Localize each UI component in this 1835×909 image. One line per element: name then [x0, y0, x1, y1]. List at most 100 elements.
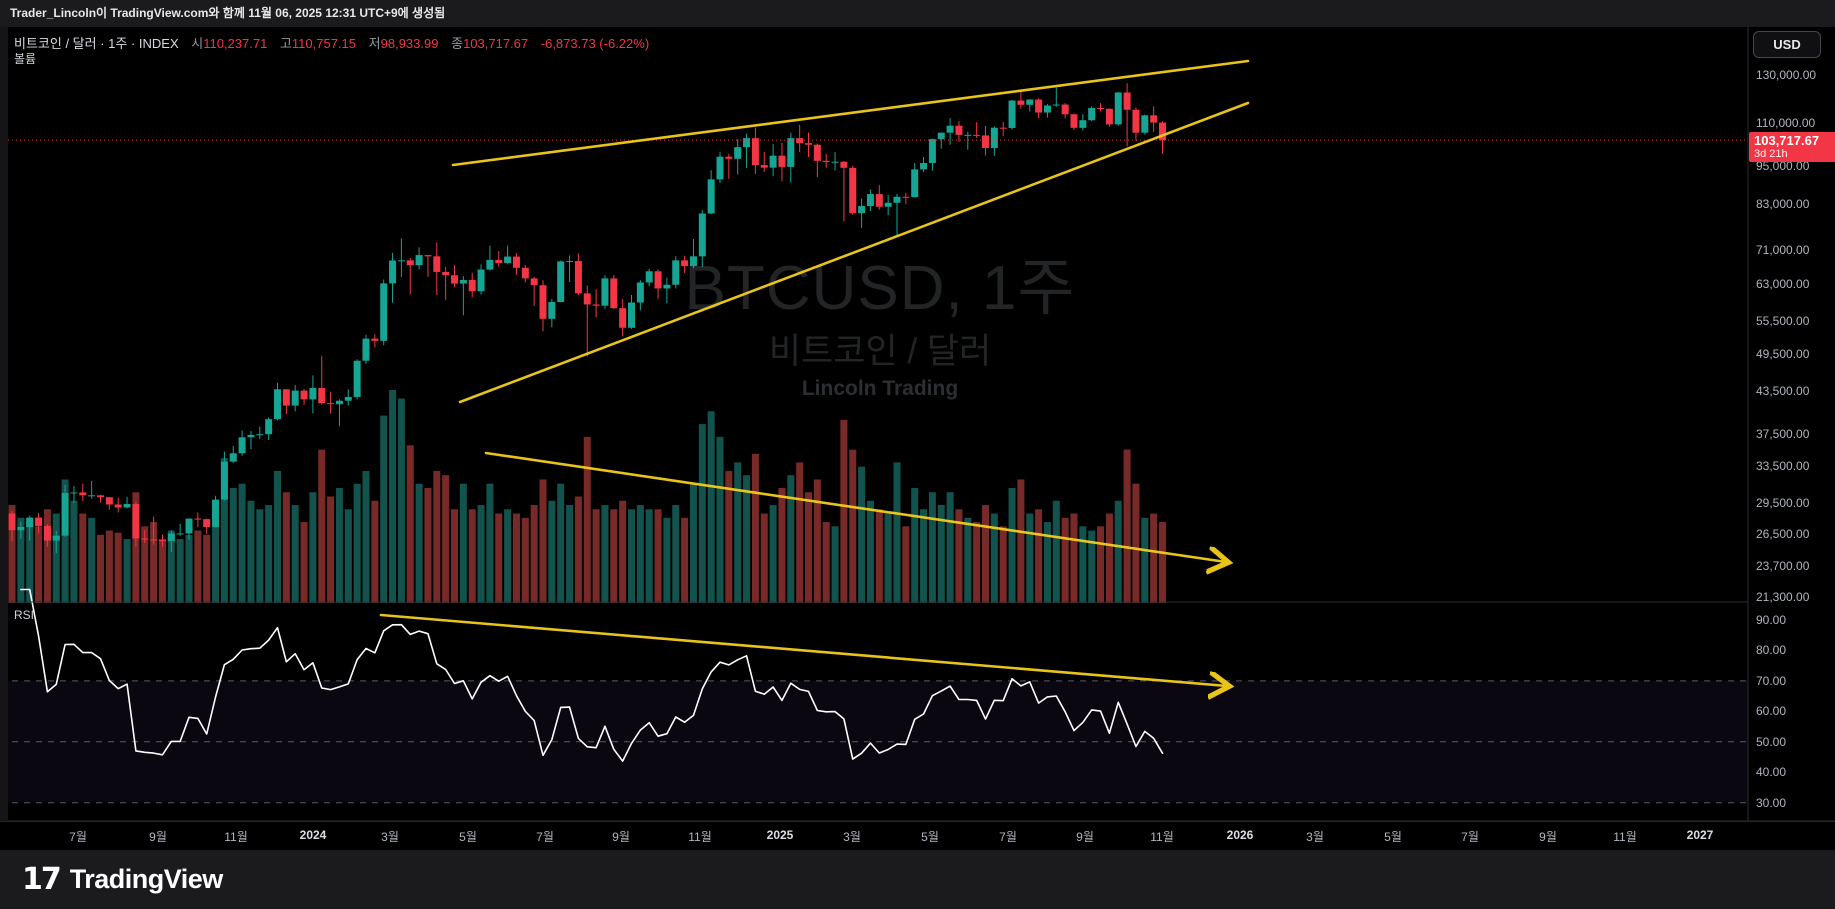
volume-bar: [1079, 526, 1087, 603]
symbol-legend[interactable]: 비트코인 / 달러 · 1주 · INDEX 시110,237.71 고110,…: [14, 33, 649, 52]
volume-bar: [309, 492, 317, 603]
volume-bar: [548, 500, 556, 603]
candle-body: [1035, 99, 1043, 113]
candle-body: [265, 419, 273, 435]
candle-body: [406, 260, 414, 266]
volume-bar: [265, 505, 273, 603]
time-tick: 9월: [612, 830, 630, 844]
candle-body: [185, 518, 193, 534]
candle-body: [530, 278, 538, 286]
candle-body: [1079, 120, 1087, 128]
volume-bar: [424, 487, 432, 603]
time-tick: 11월: [688, 830, 712, 844]
rsi-tick: 60.00: [1756, 704, 1787, 719]
candle-body: [840, 161, 848, 168]
candle-body: [698, 213, 706, 257]
volume-bar: [734, 462, 742, 603]
tradingview-logo[interactable]: 17 TradingView: [22, 862, 223, 897]
time-tick: 2026: [1226, 828, 1254, 842]
volume-bar: [787, 475, 795, 603]
price-tick: 95,000.00: [1756, 158, 1810, 173]
volume-bar: [557, 483, 565, 603]
drawing-wedge-upper[interactable]: [451, 59, 1250, 167]
volume-bar: [1088, 530, 1096, 603]
volume-bar: [43, 509, 51, 603]
time-tick: 11월: [1150, 830, 1174, 844]
time-tick: 2025: [766, 828, 794, 842]
volume-bar: [300, 522, 308, 603]
candle-body: [928, 139, 936, 163]
volume-bar: [999, 526, 1007, 603]
price-tick: 26,500.00: [1756, 526, 1810, 541]
time-tick: 11월: [224, 830, 248, 844]
candle-body: [707, 179, 715, 214]
volume-bar: [858, 466, 866, 603]
volume-bar: [274, 470, 281, 603]
tradingview-logo-icon: 17: [22, 862, 62, 897]
candle-body: [495, 259, 503, 264]
volume-bar: [1008, 487, 1016, 603]
volume-bar: [114, 532, 122, 603]
time-tick: 5월: [921, 830, 939, 844]
watermark: BTCUSD, 1주 비트코인 / 달러 Lincoln Trading: [640, 258, 1120, 400]
volume-bar: [946, 492, 954, 603]
candle-body: [114, 504, 122, 508]
volume-bar: [318, 449, 326, 603]
currency-toggle-button[interactable]: USD: [1753, 31, 1821, 58]
volume-bar: [61, 479, 69, 603]
candle-body: [158, 540, 166, 542]
candle-body: [433, 256, 441, 272]
volume-bar: [105, 530, 113, 603]
volume-bar: [964, 517, 972, 603]
volume-bar: [681, 517, 689, 603]
candle-body: [504, 256, 512, 264]
volume-bar: [52, 513, 60, 603]
volume-bar: [1141, 517, 1149, 603]
volume-bar: [778, 487, 786, 603]
candle-body: [468, 279, 476, 292]
candle-body: [291, 390, 299, 406]
drawing-rsi-downtrend[interactable]: [379, 613, 1227, 686]
candle-body: [309, 387, 317, 400]
candle-body: [238, 437, 246, 454]
volume-bar: [70, 500, 78, 603]
candle-body: [70, 492, 78, 494]
time-tick: 7월: [536, 830, 554, 844]
candle-body: [8, 513, 16, 531]
volume-bar: [1035, 509, 1043, 603]
volume-bar: [1123, 449, 1131, 603]
candle-body: [574, 260, 582, 294]
volume-bar: [822, 522, 830, 603]
candle-body: [787, 138, 795, 167]
open-value: 110,237.71: [203, 36, 268, 51]
candle-body: [212, 499, 220, 527]
candle-body: [43, 525, 51, 541]
rsi-indicator-legend[interactable]: RSI: [14, 608, 35, 622]
drawing-volume-downtrend[interactable]: [484, 451, 1226, 562]
candle-body: [194, 518, 202, 520]
volume-bar: [504, 509, 512, 603]
volume-bar: [689, 483, 697, 603]
candle-body: [1105, 108, 1113, 125]
time-scale[interactable]: 7월 9월 11월 2024 3월 5월 7월 9월 11월 2025 3월 5월 7월 9월 11월 202…: [0, 821, 1835, 851]
volume-bar: [902, 526, 910, 603]
candle-body: [645, 271, 653, 283]
volume-bar: [1159, 522, 1166, 603]
candle-body: [397, 260, 405, 262]
candle-body: [512, 256, 520, 268]
drawing-wedge-lower[interactable]: [458, 101, 1250, 404]
volume-indicator-legend[interactable]: 볼륨: [14, 52, 37, 66]
candle-body: [990, 127, 998, 148]
tradingview-wordmark: TradingView: [69, 864, 224, 894]
volume-bar: [743, 475, 751, 603]
candle-body: [1114, 92, 1122, 125]
volume-bar: [291, 505, 299, 603]
candle-body: [778, 155, 786, 167]
candle-body: [920, 162, 928, 170]
volume-bar: [840, 419, 848, 603]
volume-bar: [88, 517, 96, 603]
volume-bar: [282, 492, 290, 603]
volume-bar: [141, 526, 149, 603]
change-value: -6,873.73 (-6.22%): [540, 36, 650, 51]
